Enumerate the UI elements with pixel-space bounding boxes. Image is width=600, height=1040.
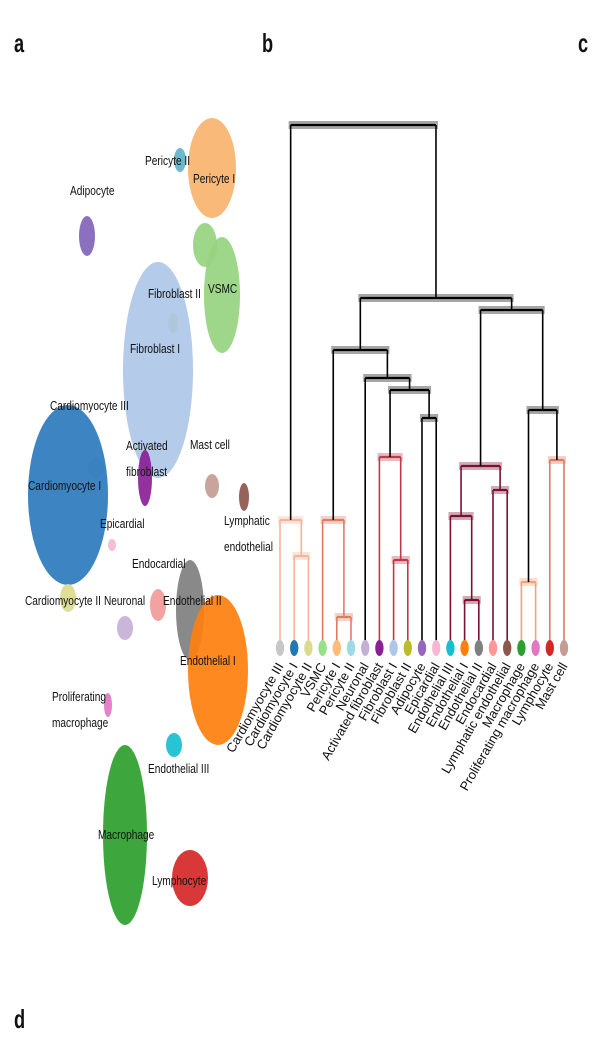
dendrogram-leaf-cardiomyocyte-i [290, 640, 299, 656]
umap-label-activated-fibroblast: Activated fibroblast [126, 439, 168, 479]
dendrogram-leaf-lymphatic-endothelial [503, 640, 512, 656]
umap-cluster-activated-fibroblast [138, 450, 152, 506]
umap-label-pericyte-ii: Pericyte II [145, 154, 190, 168]
panel-letter-b: b [262, 28, 274, 58]
umap-cluster-blob [138, 450, 152, 506]
dendrogram-leaf-pericyte-ii [346, 640, 356, 656]
umap-cluster-cardiomyocyte-i [28, 405, 108, 585]
umap-cluster-blob [123, 262, 193, 478]
umap-cluster-epicardial [108, 539, 116, 551]
dendrogram-leaf-endothelial-iii [446, 640, 455, 656]
umap-label-pericyte-i: Pericyte I [193, 172, 235, 186]
umap-cluster-blob [108, 539, 116, 551]
umap-cluster-pericyte-ii [174, 148, 186, 172]
umap-cluster-macrophage [103, 745, 147, 925]
dendrogram-leaf-fibroblast-i [389, 640, 398, 656]
umap-cluster-blob [166, 733, 182, 757]
dendrogram-leaf-macrophage [517, 640, 526, 656]
dendrogram-leaf-neuronal [361, 640, 370, 656]
umap-label-vsmc: VSMC [208, 282, 237, 296]
dendrogram-leaf-endocardial [488, 640, 498, 656]
umap-cluster-fibroblast-i [123, 262, 193, 478]
dendrogram-leaf-cardiomyocyte-iii [275, 640, 285, 656]
umap-cluster-blob [103, 745, 147, 925]
dendrogram-leaf-adipocyte [417, 640, 427, 656]
umap-cluster-blob [172, 850, 208, 906]
umap-cluster-blob [150, 589, 166, 621]
umap-label-adipocyte: Adipocyte [70, 184, 114, 198]
umap-label-cardiomyocyte-i: Cardiomyocyte I [28, 479, 101, 493]
umap-cluster-adipocyte [79, 216, 95, 256]
umap-label-endothelial-i: Endothelial I [180, 654, 236, 668]
umap-cluster-endothelial-i [188, 595, 248, 745]
umap-label-mast-cell: Mast cell [190, 438, 230, 452]
umap-cluster-blob [188, 118, 236, 218]
panel-letter-c: c [578, 28, 589, 58]
umap-label-neuronal: Neuronal [104, 594, 145, 608]
umap-label-cardiomyocyte-iii: Cardiomyocyte III [50, 399, 129, 413]
dendrogram-leaf-cardiomyocyte-ii [304, 640, 313, 656]
dendrogram-leaf-fibroblast-ii [403, 640, 412, 656]
umap-cluster-pericyte-i [188, 118, 236, 218]
umap-cluster-blob [205, 474, 219, 498]
umap-cluster-blob [104, 693, 112, 717]
umap-label-epicardial: Epicardial [100, 517, 144, 531]
umap-cluster-blob [204, 237, 240, 353]
umap-cluster-blob [174, 148, 186, 172]
umap-label-fibroblast-i: Fibroblast I [130, 342, 180, 356]
umap-cluster-vsmc [193, 223, 240, 353]
dendrogram-leaf-endothelial-ii [474, 640, 483, 656]
umap-cluster-endothelial-iii [166, 733, 182, 757]
umap-cluster-blob [188, 595, 248, 745]
umap-cluster-blob [60, 584, 76, 612]
umap-label-cardiomyocyte-ii: Cardiomyocyte II [25, 594, 101, 608]
dendrogram-leaf-mast-cell [559, 640, 569, 656]
dendrogram-leaf-lymphocyte [545, 640, 554, 656]
panel-letter-d: d [14, 1004, 26, 1034]
umap-label-macrophage: Macrophage [98, 828, 154, 842]
umap-cluster-lymphatic-endothelial [239, 483, 249, 511]
umap-label-endocardial: Endocardial [132, 557, 185, 571]
dendrogram-leaf-activated-fibroblast [375, 640, 384, 656]
dendrogram-leaf-proliferating-macrophage [531, 640, 540, 656]
umap-cluster-endocardial [150, 589, 166, 621]
umap-label-lymphocyte: Lymphocyte [152, 874, 206, 888]
umap-cluster-blob [79, 216, 95, 256]
umap-label-endothelial-iii: Endothelial III [148, 762, 209, 776]
umap-label-proliferating-macrophage: Proliferating macrophage [52, 690, 108, 730]
umap-cluster-mast-cell [205, 474, 219, 498]
umap-label-endothelial-ii: Endothelial II [163, 594, 222, 608]
umap-cluster-neuronal [117, 616, 133, 640]
dendrogram-leaf-pericyte-i [332, 640, 341, 656]
umap-cluster-blob [193, 223, 217, 267]
umap-cluster-cardiomyocyte-ii [60, 584, 76, 612]
umap-cluster-proliferating-macrophage [104, 693, 112, 717]
umap-label-fibroblast-ii: Fibroblast II [148, 287, 201, 301]
umap-label-lymphatic-endothelial: Lymphatic endothelial [224, 514, 273, 554]
dendrogram-leaf-epicardial [432, 640, 441, 656]
panel-letter-a: a [14, 28, 25, 58]
umap-cluster-blob [117, 616, 133, 640]
dendrogram-leaf-vsmc [318, 640, 327, 656]
umap-cluster-blob [28, 405, 108, 585]
dendrogram-leaf-endothelial-i [460, 640, 469, 656]
umap-cluster-lymphocyte [172, 850, 208, 906]
umap-cluster-blob [239, 483, 249, 511]
